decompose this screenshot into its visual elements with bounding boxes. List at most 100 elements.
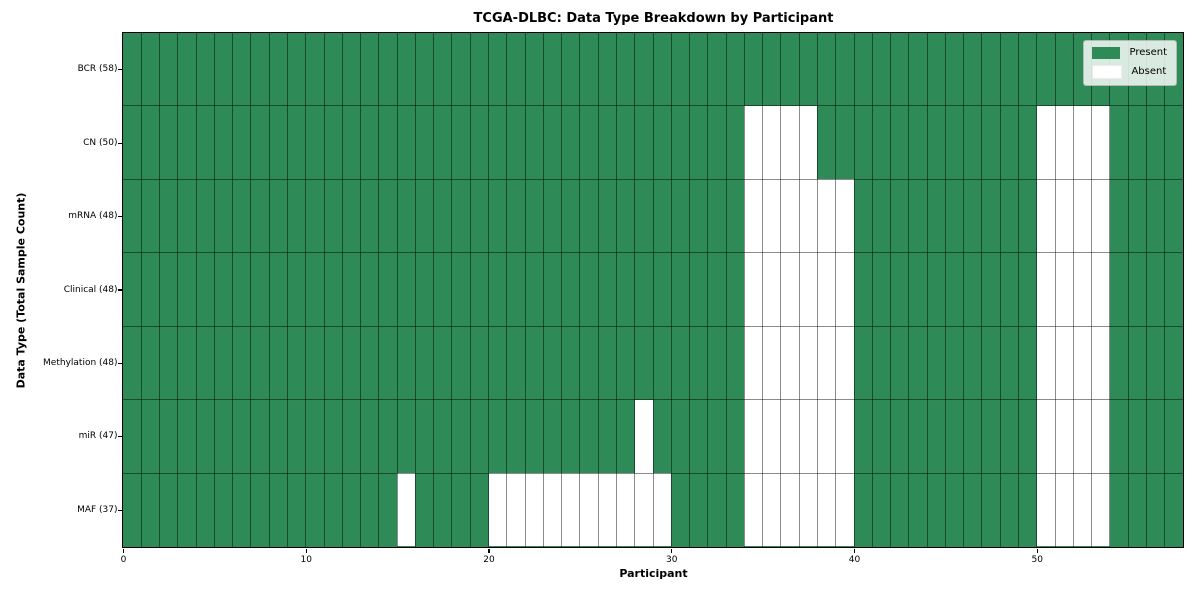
x-tick-mark xyxy=(122,549,125,553)
absent-cell xyxy=(762,105,781,180)
absent-cell xyxy=(835,179,855,253)
grid-line-horizontal xyxy=(123,252,1183,254)
legend-entry-absent: Absent xyxy=(1092,64,1167,79)
absent-cell xyxy=(780,473,800,547)
absent-cell xyxy=(1055,179,1074,253)
y-tick-label: Methylation (48) xyxy=(43,357,118,368)
grid-line-vertical xyxy=(816,32,818,547)
absent-cell xyxy=(1073,105,1092,180)
absent-cell xyxy=(817,399,836,474)
grid-line-vertical xyxy=(835,32,837,547)
absent-cell xyxy=(1091,326,1110,400)
grid-line-horizontal xyxy=(123,472,1183,474)
x-tick-mark xyxy=(853,549,856,553)
grid-line-vertical xyxy=(268,32,270,547)
grid-line-vertical xyxy=(396,32,398,547)
x-tick-mark xyxy=(671,549,673,553)
grid-line-vertical xyxy=(561,32,563,547)
grid-line-vertical xyxy=(798,32,800,547)
absent-swatch xyxy=(1092,64,1123,79)
absent-cell xyxy=(1091,179,1110,253)
plot-area: Present Absent xyxy=(122,31,1184,548)
y-tick-mark xyxy=(118,436,122,438)
grid-line-horizontal xyxy=(123,105,1183,107)
absent-cell xyxy=(653,473,672,547)
chart-title: TCGA-DLBC: Data Type Breakdown by Partic… xyxy=(473,11,834,26)
absent-cell xyxy=(543,473,562,547)
x-tick-label: 40 xyxy=(848,554,861,565)
x-tick-mark xyxy=(488,549,490,553)
y-tick-label: BCR (58) xyxy=(77,64,118,75)
grid-line-vertical xyxy=(1018,32,1020,547)
grid-line-vertical xyxy=(1164,32,1166,547)
absent-cell xyxy=(799,326,818,400)
legend-label-present: Present xyxy=(1129,47,1167,58)
absent-cell xyxy=(835,399,855,474)
grid-line-vertical xyxy=(963,32,965,547)
absent-cell xyxy=(1036,326,1056,400)
grid-line-vertical xyxy=(1127,32,1129,547)
x-tick-label: 20 xyxy=(483,554,495,565)
grid-line-vertical xyxy=(360,32,362,547)
absent-cell xyxy=(579,473,599,547)
absent-cell xyxy=(780,252,800,327)
absent-cell xyxy=(1073,473,1092,547)
absent-cell xyxy=(744,179,763,253)
absent-cell xyxy=(634,473,653,547)
x-tick-mark xyxy=(1036,549,1038,553)
absent-cell xyxy=(634,399,653,474)
grid-line-vertical xyxy=(615,32,617,547)
x-axis-title: Participant xyxy=(619,567,688,580)
x-tick-label: 30 xyxy=(666,554,678,565)
absent-cell xyxy=(1036,105,1056,180)
grid-line-vertical xyxy=(1091,32,1093,547)
grid-line-vertical xyxy=(524,32,526,547)
grid-line-vertical xyxy=(743,32,745,547)
grid-line-vertical xyxy=(378,32,380,547)
absent-cell xyxy=(1036,252,1056,327)
grid-line-vertical xyxy=(140,32,142,547)
grid-line-horizontal xyxy=(123,325,1183,327)
absent-cell xyxy=(817,473,836,547)
grid-line-vertical xyxy=(341,32,343,547)
grid-line-horizontal xyxy=(123,399,1183,401)
present-swatch xyxy=(1092,46,1121,59)
y-tick-label: Clinical (48) xyxy=(63,284,118,295)
grid-line-vertical xyxy=(652,32,654,547)
absent-cell xyxy=(762,326,781,400)
x-tick-label: 10 xyxy=(300,554,312,565)
x-tick-label: 0 xyxy=(120,554,127,565)
absent-cell xyxy=(1091,105,1110,180)
grid-line-vertical xyxy=(433,32,435,547)
absent-cell xyxy=(780,105,800,180)
absent-cell xyxy=(1091,399,1110,474)
y-tick-mark xyxy=(118,289,122,291)
y-tick-label: MAF (37) xyxy=(77,504,118,515)
grid-line-vertical xyxy=(926,32,928,547)
absent-cell xyxy=(780,326,800,400)
grid-line-vertical xyxy=(634,32,636,547)
grid-line-vertical xyxy=(1054,32,1056,547)
y-tick-mark xyxy=(118,69,122,71)
y-tick-mark xyxy=(118,509,122,511)
absent-cell xyxy=(1055,326,1074,400)
absent-cell xyxy=(835,252,855,327)
grid-line-vertical xyxy=(451,32,453,547)
absent-cell xyxy=(744,399,763,474)
grid-line-vertical xyxy=(579,32,581,547)
absent-cell xyxy=(780,179,800,253)
grid-line-vertical xyxy=(597,32,599,547)
grid-line-vertical xyxy=(506,32,508,547)
grid-line-vertical xyxy=(159,32,161,547)
grid-line-vertical xyxy=(762,32,764,547)
x-tick-mark xyxy=(305,549,307,553)
absent-cell xyxy=(1036,399,1056,474)
legend-entry-present: Present xyxy=(1092,46,1167,59)
absent-cell xyxy=(1091,473,1110,547)
absent-cell xyxy=(817,252,836,327)
grid-line-vertical xyxy=(469,32,471,547)
grid-line-vertical xyxy=(1145,32,1147,547)
grid-line-vertical xyxy=(999,32,1001,547)
grid-line-vertical xyxy=(871,32,873,547)
